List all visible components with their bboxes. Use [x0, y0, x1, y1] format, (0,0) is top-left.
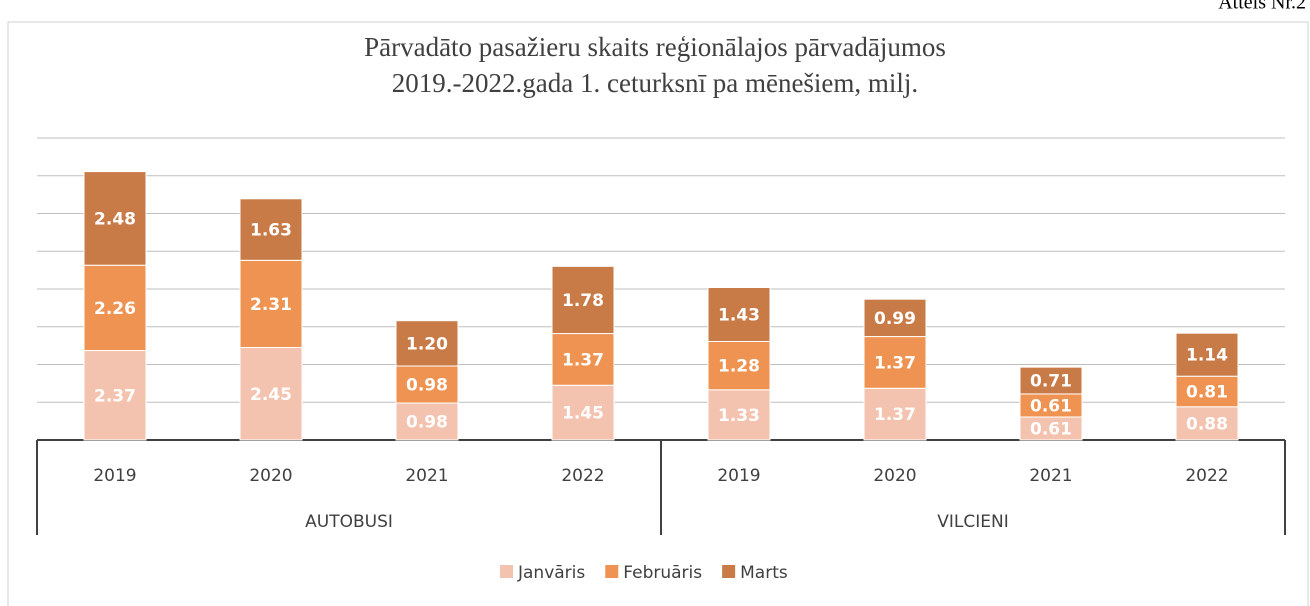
chart-frame [7, 21, 1309, 606]
x-tick-label: 2022 [561, 466, 604, 486]
bar-segment [239, 198, 303, 261]
group-label: AUTOBUSI [305, 512, 393, 532]
bar-segment [395, 320, 459, 367]
bar-segment [395, 365, 459, 404]
x-tick-label: 2021 [1029, 466, 1072, 486]
bar-segment [707, 340, 771, 391]
bar-segment [83, 264, 147, 352]
data-label: 1.45 [562, 404, 604, 424]
data-label: 1.63 [250, 221, 292, 241]
x-tick-label: 2019 [717, 466, 760, 486]
data-label: 2.26 [94, 299, 136, 319]
data-label: 0.61 [1030, 396, 1072, 416]
data-label: 0.99 [874, 309, 916, 329]
data-label: 0.98 [406, 376, 448, 396]
bar-segment [83, 171, 147, 266]
x-tick-label: 2019 [93, 466, 136, 486]
bar-segment [1175, 332, 1239, 377]
bar-segment [707, 286, 771, 342]
data-label: 1.28 [718, 357, 760, 377]
bar-segment [1019, 366, 1083, 395]
bar-segment [551, 384, 615, 441]
bar-segment [239, 347, 303, 441]
x-tick-label: 2021 [405, 466, 448, 486]
data-label: 2.45 [250, 385, 292, 405]
data-label: 1.37 [874, 405, 916, 425]
legend-swatch [500, 565, 513, 578]
bar-segment [863, 336, 927, 389]
bar-segment [1175, 375, 1239, 408]
data-label: 1.37 [874, 353, 916, 373]
chart-subtitle: 2019.-2022.gada 1. ceturksnī pa mēnešiem… [392, 68, 918, 98]
legend-label: Marts [740, 563, 788, 583]
bar-segment [239, 259, 303, 349]
data-label: 1.20 [406, 334, 448, 354]
legend-label: Februāris [623, 563, 702, 583]
data-label: 1.14 [1186, 346, 1228, 366]
bar-segment [551, 265, 615, 335]
legend-swatch [605, 565, 619, 578]
group-label: VILCIENI [937, 512, 1008, 532]
caption: Attēls Nr.2 [1218, 0, 1306, 14]
chart-title: Pārvadāto pasažieru skaits reģionālajos … [364, 32, 946, 62]
x-tick-label: 2022 [1185, 466, 1228, 486]
data-label: 2.37 [94, 386, 136, 406]
legend-swatch [722, 565, 736, 578]
data-label: 0.61 [1030, 419, 1072, 439]
data-label: 1.78 [562, 291, 604, 311]
data-label: 1.37 [562, 350, 604, 370]
data-label: 0.81 [1186, 382, 1228, 402]
data-label: 2.31 [250, 295, 292, 315]
bar-segment [863, 298, 927, 338]
data-label: 1.33 [718, 406, 760, 426]
legend-label: Janvāris [517, 563, 585, 583]
bar-segment [83, 350, 147, 441]
x-tick-label: 2020 [873, 466, 916, 486]
x-tick-label: 2020 [249, 466, 292, 486]
data-label: 2.48 [94, 209, 136, 229]
data-label: 0.88 [1186, 414, 1228, 434]
data-label: 1.43 [718, 305, 760, 325]
data-label: 0.98 [406, 413, 448, 433]
bar-segment [863, 387, 927, 441]
data-label: 0.71 [1030, 372, 1072, 392]
bar-segment [1175, 406, 1239, 441]
